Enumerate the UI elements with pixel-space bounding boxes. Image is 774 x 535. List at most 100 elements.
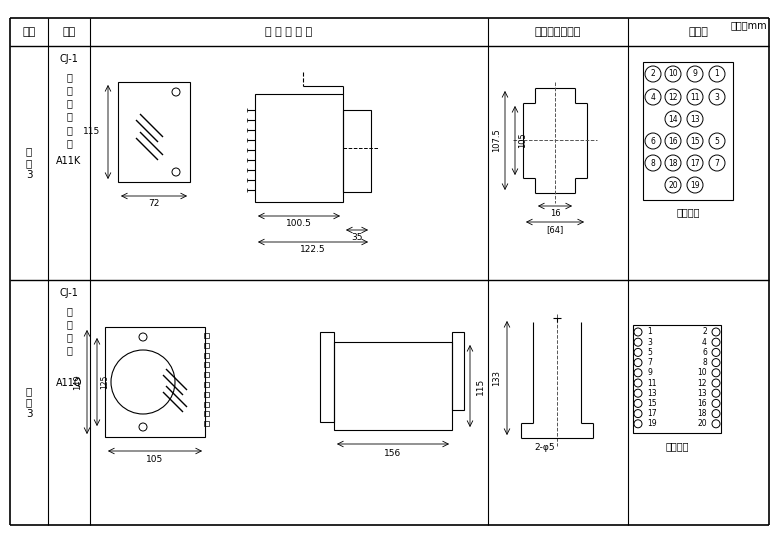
Text: 结构: 结构 xyxy=(63,27,76,37)
Text: 72: 72 xyxy=(149,200,159,209)
Text: 11: 11 xyxy=(690,93,700,102)
Circle shape xyxy=(712,358,720,366)
Circle shape xyxy=(665,66,681,82)
Text: 35: 35 xyxy=(351,233,363,242)
Text: 156: 156 xyxy=(385,448,402,457)
Text: 14: 14 xyxy=(668,114,678,124)
Bar xyxy=(643,62,733,200)
Text: 1: 1 xyxy=(647,327,652,337)
Circle shape xyxy=(687,66,703,82)
Circle shape xyxy=(634,328,642,336)
Circle shape xyxy=(645,155,661,171)
Circle shape xyxy=(172,88,180,96)
Text: 18: 18 xyxy=(697,409,707,418)
Text: 13: 13 xyxy=(647,389,656,398)
Circle shape xyxy=(634,358,642,366)
Circle shape xyxy=(712,369,720,377)
Text: 3: 3 xyxy=(714,93,720,102)
Text: 107.5: 107.5 xyxy=(492,128,502,152)
Circle shape xyxy=(645,89,661,105)
Text: 单位：mm: 单位：mm xyxy=(731,20,767,30)
Circle shape xyxy=(712,348,720,356)
Bar xyxy=(204,421,209,426)
Text: 9: 9 xyxy=(693,70,697,79)
Circle shape xyxy=(634,379,642,387)
Circle shape xyxy=(709,66,725,82)
Text: 安装开孔尺寸图: 安装开孔尺寸图 xyxy=(535,27,581,37)
Text: [64]: [64] xyxy=(546,225,563,234)
Circle shape xyxy=(665,133,681,149)
Circle shape xyxy=(634,400,642,407)
Circle shape xyxy=(665,89,681,105)
Bar xyxy=(343,110,371,192)
Text: 2: 2 xyxy=(651,70,656,79)
Text: 附
图
3: 附 图 3 xyxy=(26,147,33,180)
Text: 6: 6 xyxy=(651,136,656,146)
Circle shape xyxy=(634,348,642,356)
Bar xyxy=(204,343,209,348)
Text: 20: 20 xyxy=(697,419,707,429)
Circle shape xyxy=(139,333,147,341)
Text: 附
图
3: 附 图 3 xyxy=(26,386,33,419)
Circle shape xyxy=(712,389,720,397)
Text: 15: 15 xyxy=(647,399,656,408)
Text: 8: 8 xyxy=(702,358,707,367)
Circle shape xyxy=(111,350,175,414)
Text: 5: 5 xyxy=(647,348,652,357)
Text: 16: 16 xyxy=(697,399,707,408)
Bar xyxy=(633,325,721,433)
Text: 115: 115 xyxy=(83,127,100,136)
Bar xyxy=(204,392,209,397)
Text: 13: 13 xyxy=(690,114,700,124)
Text: 1: 1 xyxy=(714,70,719,79)
Circle shape xyxy=(665,177,681,193)
Text: 11: 11 xyxy=(647,378,656,387)
Text: 149: 149 xyxy=(74,374,83,390)
Text: 3: 3 xyxy=(647,338,652,347)
Text: 端子图: 端子图 xyxy=(689,27,708,37)
Text: 4: 4 xyxy=(651,93,656,102)
Text: CJ-1: CJ-1 xyxy=(60,54,78,64)
Text: 15: 15 xyxy=(690,136,700,146)
Circle shape xyxy=(712,420,720,428)
Text: 5: 5 xyxy=(714,136,720,146)
Text: 板
前
接
线: 板 前 接 线 xyxy=(66,306,72,356)
Circle shape xyxy=(634,389,642,397)
Circle shape xyxy=(172,168,180,176)
Text: 12: 12 xyxy=(697,378,707,387)
Text: （前视）: （前视） xyxy=(665,441,689,451)
Bar xyxy=(204,411,209,416)
Text: 100.5: 100.5 xyxy=(286,219,312,228)
Bar xyxy=(452,332,464,410)
Text: 125: 125 xyxy=(101,375,109,389)
Text: CJ-1: CJ-1 xyxy=(60,288,78,298)
Text: 13: 13 xyxy=(697,389,707,398)
Circle shape xyxy=(712,410,720,418)
Text: 16: 16 xyxy=(668,136,678,146)
Text: 8: 8 xyxy=(651,158,656,167)
Circle shape xyxy=(712,379,720,387)
Circle shape xyxy=(687,111,703,127)
Text: 17: 17 xyxy=(690,158,700,167)
Circle shape xyxy=(687,89,703,105)
Text: （背视）: （背视） xyxy=(676,207,700,217)
Circle shape xyxy=(634,369,642,377)
Text: 7: 7 xyxy=(714,158,720,167)
Text: 12: 12 xyxy=(668,93,678,102)
Circle shape xyxy=(634,410,642,418)
Circle shape xyxy=(709,155,725,171)
Text: 10: 10 xyxy=(697,368,707,377)
Text: 嵌
入
式
后
接
线: 嵌 入 式 后 接 线 xyxy=(66,72,72,148)
Text: 133: 133 xyxy=(492,370,502,386)
Bar xyxy=(204,362,209,368)
Circle shape xyxy=(687,155,703,171)
Circle shape xyxy=(712,400,720,407)
Circle shape xyxy=(712,338,720,346)
Circle shape xyxy=(712,328,720,336)
Circle shape xyxy=(139,423,147,431)
Text: A11K: A11K xyxy=(57,156,81,166)
Circle shape xyxy=(645,66,661,82)
Bar xyxy=(255,94,343,202)
Bar xyxy=(204,382,209,387)
Text: 2-φ5: 2-φ5 xyxy=(535,444,555,453)
